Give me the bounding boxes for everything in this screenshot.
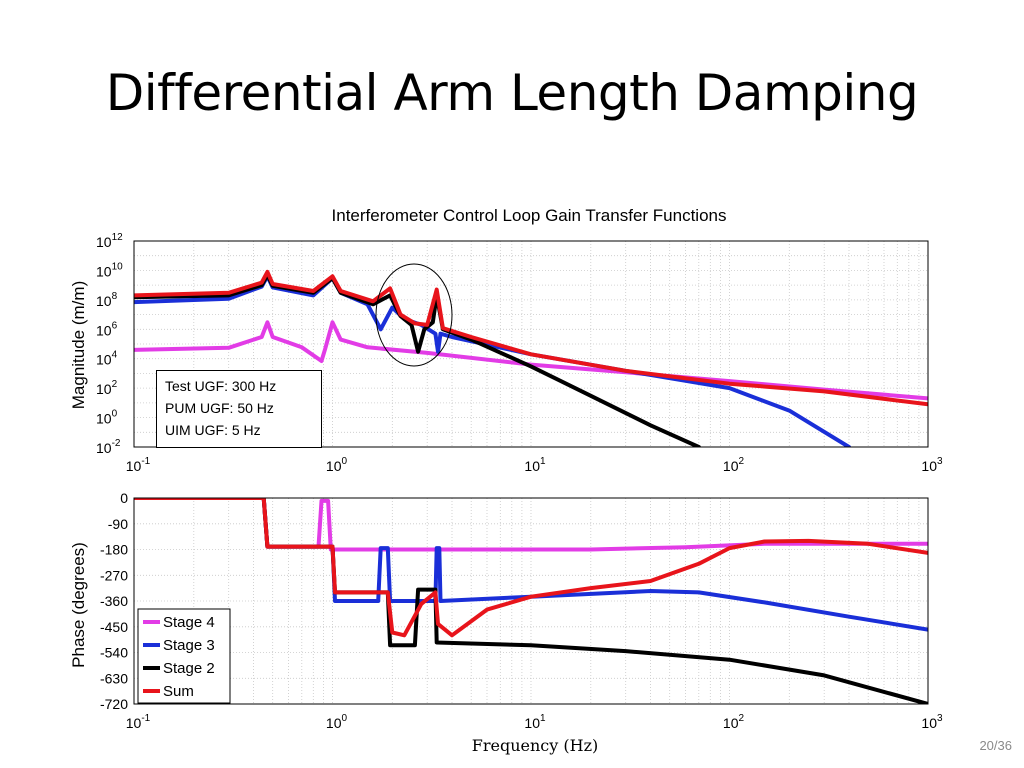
legend: Stage 4 Stage 3 Stage 2 Sum	[137, 608, 231, 704]
magnitude-axes-frame	[133, 240, 929, 448]
ugf-annotation-box: Test UGF: 300 Hz PUM UGF: 50 Hz UIM UGF:…	[156, 370, 322, 448]
magnitude-y-tick-label: 100	[96, 409, 118, 427]
magnitude-y-tick-label: 10-2	[96, 438, 121, 456]
phase-x-tick-label: 103	[921, 713, 943, 731]
magnitude-x-tick-label: 10-1	[126, 456, 151, 474]
phase-series-sum	[134, 498, 928, 638]
magnitude-y-tick-label: 106	[96, 320, 118, 338]
magnitude-y-tick-label: 108	[96, 291, 118, 309]
phase-y-tick-label: -180	[100, 542, 128, 558]
magnitude-y-tick-label: 104	[96, 350, 118, 368]
ugf-pum-line: PUM UGF: 50 Hz	[165, 400, 274, 416]
magnitude-x-tick-label: 102	[723, 456, 745, 474]
legend-label-stage-2: Stage 2	[163, 660, 215, 677]
phase-axes-frame	[133, 497, 929, 705]
phase-xlabel: Frequency (Hz)	[472, 736, 599, 755]
ugf-test-line: Test UGF: 300 Hz	[165, 378, 277, 394]
phase-x-tick-label: 100	[326, 713, 348, 731]
phase-y-tick-label: -270	[100, 567, 128, 583]
magnitude-x-tick-label: 100	[326, 456, 348, 474]
magnitude-y-tick-label: 102	[96, 379, 118, 397]
legend-label-stage-3: Stage 3	[163, 637, 215, 654]
legend-label-stage-4: Stage 4	[163, 614, 215, 631]
phase-y-tick-label: 0	[120, 490, 128, 506]
phase-ylabel: Phase (degrees)	[69, 542, 88, 668]
legend-box	[137, 608, 231, 704]
phase-x-tick-label: 101	[524, 713, 546, 731]
phase-y-tick-label: -360	[100, 593, 128, 609]
phase-x-tick-label: 10-1	[126, 713, 151, 731]
magnitude-x-tick-label: 101	[524, 456, 546, 474]
magnitude-ylabel: Magnitude (m/m)	[69, 281, 88, 409]
magnitude-y-tick-label: 1010	[96, 261, 123, 279]
magnitude-y-tick-label: 1012	[96, 232, 123, 250]
slide-title: Differential Arm Length Damping	[105, 64, 919, 122]
page-number: 20/36	[979, 738, 1012, 753]
phase-y-tick-label: -450	[100, 619, 128, 635]
notch-highlight-ellipse	[375, 263, 453, 367]
magnitude-series-sum	[134, 269, 928, 407]
phase-y-tick-label: -630	[100, 670, 128, 686]
chart-title: Interferometer Control Loop Gain Transfe…	[331, 206, 727, 225]
phase-y-tick-label: -720	[100, 696, 128, 712]
phase-x-tick-label: 102	[723, 713, 745, 731]
ugf-uim-line: UIM UGF: 5 Hz	[165, 422, 261, 438]
phase-y-tick-label: -90	[108, 516, 128, 532]
phase-y-tick-label: -540	[100, 645, 128, 661]
legend-label-sum: Sum	[163, 683, 194, 700]
magnitude-x-tick-label: 103	[921, 456, 943, 474]
